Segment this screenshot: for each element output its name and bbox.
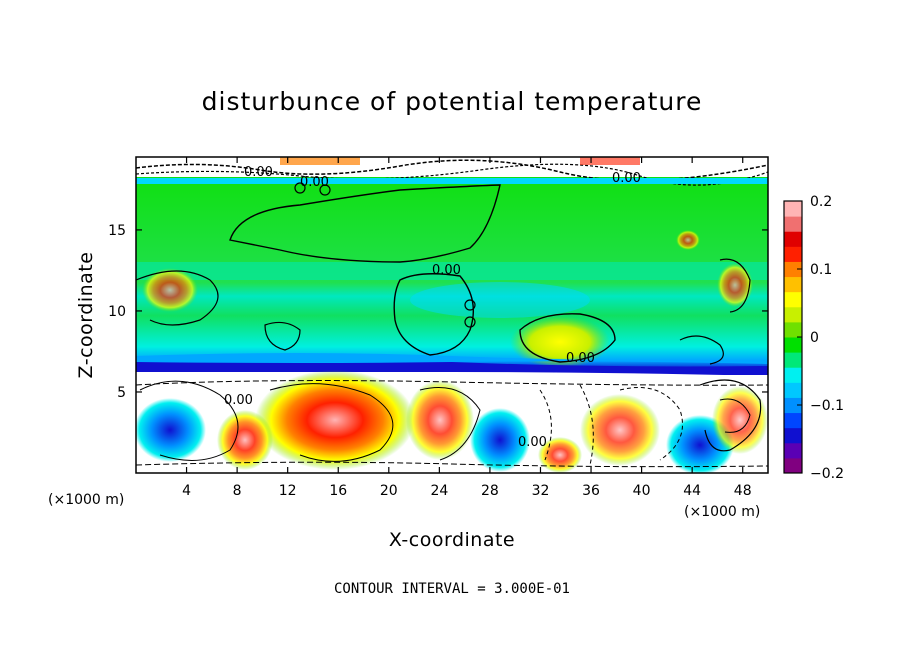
- y-axis: 5 10 15: [108, 223, 768, 401]
- x-tick-label: 44: [683, 483, 701, 499]
- x-unit-label-right: (×1000 m): [684, 504, 760, 520]
- x-tick-label: 16: [329, 483, 347, 499]
- x-tick-label: 28: [481, 483, 499, 499]
- x-unit-label: (×1000 m): [48, 492, 124, 508]
- colorbar-swatch: [784, 231, 802, 247]
- colorbar-swatch: [784, 201, 802, 217]
- colorbar-tick-label: −0.1: [810, 398, 844, 414]
- colorbar-swatch: [784, 397, 802, 414]
- colorbar-tick-label: 0: [810, 330, 819, 346]
- x-tick-label: 8: [233, 483, 242, 499]
- colorbar-swatch: [784, 427, 802, 444]
- colorbar-swatch: [784, 412, 802, 429]
- x-axis-label: X-coordinate: [389, 529, 515, 551]
- colorbar-swatch: [784, 352, 802, 368]
- colorbar-swatch: [784, 291, 802, 308]
- x-axis: 4 8 12 16 20 24 28 32 36 40 44 48: [182, 157, 752, 499]
- colorbar-swatch: [784, 337, 802, 353]
- plot-frame: [135, 156, 769, 474]
- contour-label: 0.00: [612, 171, 641, 186]
- y-axis-label: Z-coordinate: [75, 252, 97, 379]
- x-tick-label: 32: [532, 483, 550, 499]
- contour-label: 0.00: [518, 435, 547, 450]
- contour-label: 0.00: [566, 351, 595, 366]
- colorbar-swatch: [784, 261, 802, 278]
- contour-interval-note: CONTOUR INTERVAL = 3.000E-01: [334, 581, 570, 597]
- colorbar-swatch: [784, 216, 802, 232]
- contour-label: 0.00: [244, 165, 273, 180]
- chart-title: disturbunce of potential temperature: [202, 87, 703, 116]
- x-tick-label: 4: [182, 483, 191, 499]
- colorbar-swatch: [784, 367, 802, 383]
- colorbar-swatch: [784, 442, 802, 459]
- x-tick-label: 24: [430, 483, 448, 499]
- y-tick-label: 5: [117, 385, 126, 401]
- x-tick-label: 12: [279, 483, 297, 499]
- colorbar-tick-label: −0.2: [810, 466, 844, 482]
- colorbar-ticks: 0.2 0.1 0 −0.1 −0.2: [797, 194, 844, 482]
- colorbar-tick-label: 0.1: [810, 262, 832, 278]
- x-tick-label: 36: [582, 483, 600, 499]
- y-tick-label: 10: [108, 304, 126, 320]
- colorbar-swatch: [784, 457, 802, 474]
- contour-label: 0.00: [224, 393, 253, 408]
- contour-label: 0.00: [432, 263, 461, 278]
- colorbar-tick-label: 0.2: [810, 194, 832, 210]
- colorbar-swatch: [784, 276, 802, 293]
- heatmap-field: [136, 157, 768, 473]
- x-tick-label: 40: [633, 483, 651, 499]
- colorbar-swatch: [784, 321, 802, 338]
- y-tick-label: 15: [108, 223, 126, 239]
- x-tick-label: 20: [380, 483, 398, 499]
- contour-label: 0.00: [300, 175, 329, 190]
- colorbar-swatch: [784, 306, 802, 323]
- colorbar-swatch: [784, 382, 802, 398]
- colorbar-swatch: [784, 246, 802, 262]
- colorbar: [783, 200, 803, 474]
- x-tick-label: 48: [734, 483, 752, 499]
